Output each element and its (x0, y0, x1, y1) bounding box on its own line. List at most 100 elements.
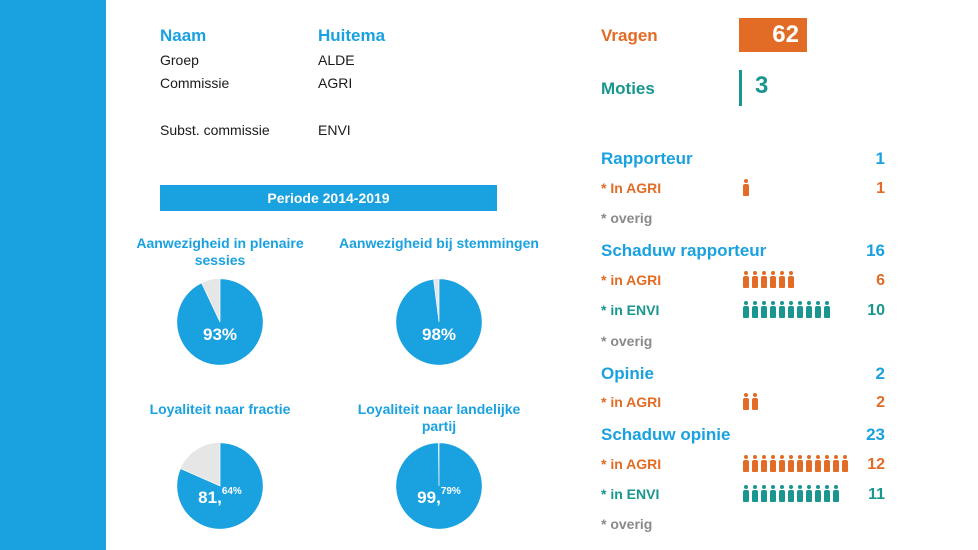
opinie-label: Opinie (601, 364, 654, 383)
pie-title-landelijke-partij: Loyaliteit naar landelijke partij (357, 401, 521, 434)
left-sidebar-band (0, 0, 106, 550)
person-icon (743, 271, 749, 288)
moties-label: Moties (601, 79, 655, 98)
person-icon (833, 485, 839, 502)
person-icon (824, 455, 830, 472)
person-icon (806, 301, 812, 318)
person-icon (815, 455, 821, 472)
pie-chart-fractie (176, 442, 264, 530)
person-icon (797, 485, 803, 502)
pie-value-slice (176, 442, 264, 530)
person-icon (752, 393, 758, 410)
person-icon (806, 455, 812, 472)
person-icon (752, 485, 758, 502)
person-icon (761, 485, 767, 502)
person-icon (770, 271, 776, 288)
schaduw-rapporteur-overig-label: * overig (601, 333, 653, 349)
person-icon (824, 485, 830, 502)
person-icon (743, 301, 749, 318)
person-icon (806, 485, 812, 502)
person-icon (743, 393, 749, 410)
groep-value: ALDE (318, 52, 355, 68)
schaduw-opinie-agri-value: 12 (867, 456, 885, 473)
vragen-label: Vragen (601, 26, 658, 45)
person-icon (752, 455, 758, 472)
schaduw-opinie-envi-value: 11 (868, 486, 885, 503)
schaduw-rapporteur-label: Schaduw rapporteur (601, 241, 767, 260)
person-icon (788, 455, 794, 472)
person-icon (770, 301, 776, 318)
person-icon (743, 455, 749, 472)
rapporteur-total: 1 (875, 149, 885, 168)
person-icon (797, 455, 803, 472)
person-icon (815, 301, 821, 318)
rapporteur-overig-label: * overig (601, 210, 653, 226)
person-icon (779, 485, 785, 502)
commissie-label: Commissie (160, 75, 230, 91)
naam-value: Huitema (318, 26, 386, 45)
person-icon (761, 455, 767, 472)
opinie-agri-value: 2 (876, 394, 885, 411)
pie-value-slice (176, 278, 264, 366)
person-icon (779, 455, 785, 472)
rapporteur-agri-label: * In AGRI (601, 180, 662, 196)
pie-chart-landelijke-partij (395, 442, 483, 530)
schaduw-opinie-overig-label: * overig (601, 516, 653, 532)
schaduw-opinie-agri-icons (743, 455, 848, 472)
pie-chart-plenaire (176, 278, 264, 366)
commissie-value: AGRI (318, 75, 353, 91)
person-icon (797, 301, 803, 318)
schaduw-rapporteur-agri-value: 6 (876, 272, 885, 289)
schaduw-rapporteur-agri-icons (743, 271, 794, 288)
opinie-agri-label: * in AGRI (601, 394, 662, 410)
subst-commissie-label: Subst. commissie (160, 122, 270, 138)
pie-chart-stemmingen (395, 278, 483, 366)
pie-value-stemmingen: 98% (421, 325, 457, 344)
schaduw-opinie-agri-label: * in AGRI (601, 456, 662, 472)
pie-value-fractie: 81,64% (198, 486, 242, 507)
pie-title-stemmingen: Aanwezigheid bij stemmingen (339, 235, 539, 251)
person-icon (752, 301, 758, 318)
person-icon (770, 485, 776, 502)
person-icon (779, 271, 785, 288)
person-icon (824, 301, 830, 318)
rapporteur-agri-value: 1 (876, 180, 885, 197)
opinie-agri-icons (743, 393, 758, 410)
schaduw-rapporteur-total: 16 (866, 241, 885, 260)
schaduw-rapporteur-envi-value: 10 (867, 302, 885, 319)
person-icon (788, 485, 794, 502)
person-icon (833, 455, 839, 472)
person-icon (761, 301, 767, 318)
groep-label: Groep (160, 52, 199, 68)
person-icon (779, 301, 785, 318)
schaduw-opinie-envi-label: * in ENVI (601, 486, 660, 502)
person-icon (788, 301, 794, 318)
rapporteur-label: Rapporteur (601, 149, 693, 168)
schaduw-opinie-label: Schaduw opinie (601, 425, 731, 444)
rapporteur-agri-icons (743, 179, 749, 196)
schaduw-rapporteur-envi-icons (743, 301, 830, 318)
pie-value-slice (395, 278, 483, 366)
person-icon (842, 455, 848, 472)
pie-title-plenaire: Aanwezigheid in plenaire sessies (136, 235, 304, 268)
person-icon (743, 485, 749, 502)
vragen-value: 62 (739, 18, 807, 52)
moties-bar (739, 70, 742, 106)
moties-value: 3 (755, 72, 769, 99)
person-icon (788, 271, 794, 288)
schaduw-opinie-total: 23 (866, 425, 885, 444)
schaduw-rapporteur-agri-label: * in AGRI (601, 272, 662, 288)
schaduw-opinie-envi-icons (743, 485, 839, 502)
person-icon (815, 485, 821, 502)
person-icon (752, 271, 758, 288)
naam-label: Naam (160, 26, 207, 45)
pie-title-fractie: Loyaliteit naar fractie (149, 401, 291, 417)
pie-value-plenaire: 93% (202, 325, 238, 344)
person-icon (761, 271, 767, 288)
person-icon (770, 455, 776, 472)
person-icon (743, 179, 749, 196)
pie-value-slice (395, 442, 483, 530)
opinie-total: 2 (875, 364, 885, 383)
pie-value-landelijke-partij: 99,79% (417, 486, 461, 507)
schaduw-rapporteur-envi-label: * in ENVI (601, 302, 660, 318)
